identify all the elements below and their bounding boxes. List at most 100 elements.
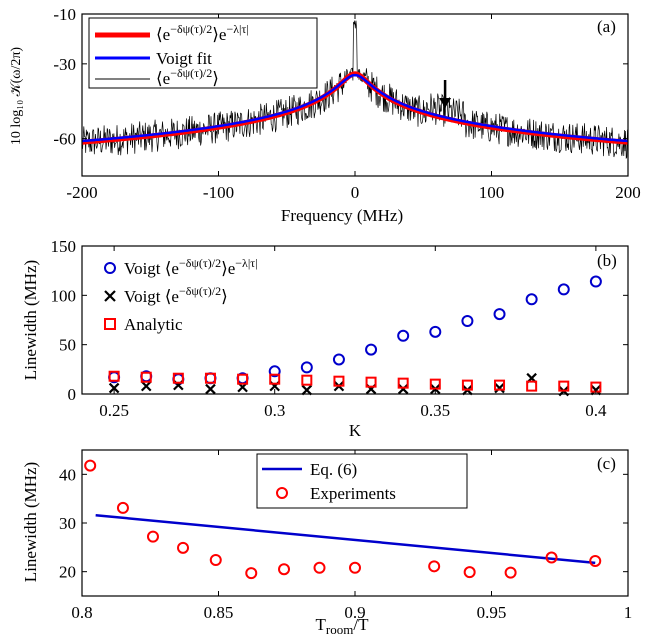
panel-c-xtick-label: 0.8 xyxy=(71,603,92,622)
panel-a-ytick-label: -60 xyxy=(53,130,76,149)
legend-label-experiments: Experiments xyxy=(310,484,396,503)
point-analytic xyxy=(461,379,473,391)
point-experiment xyxy=(278,563,291,576)
point-experiment xyxy=(146,530,159,543)
panel-a-ytick-label: -10 xyxy=(53,5,76,24)
point-experiment xyxy=(245,567,258,580)
point-voigt-lambda xyxy=(525,293,538,306)
point-voigt xyxy=(494,382,505,394)
point-experiment xyxy=(428,560,441,573)
panel-b-ylabel: Linewidth (MHz) xyxy=(21,260,40,380)
panel-b-xtick-label: 0.3 xyxy=(264,401,285,420)
point-experiment xyxy=(349,561,361,574)
panel-a-xtick-label: -200 xyxy=(66,183,97,202)
point-analytic xyxy=(333,375,345,387)
point-voigt-lambda xyxy=(397,329,410,342)
panel-b-label: (b) xyxy=(597,251,617,270)
point-voigt-lambda xyxy=(557,283,570,296)
point-voigt xyxy=(205,383,216,395)
point-analytic xyxy=(237,373,249,385)
point-analytic xyxy=(269,373,281,385)
point-experiment xyxy=(209,553,222,566)
panel-b-legend: Voigt ⟨e−δψ(τ)/2⟩e−λ|τ| Voigt ⟨e−δψ(τ)/2… xyxy=(104,256,257,334)
panel-b-ytick-label: 50 xyxy=(59,336,76,355)
point-analytic xyxy=(172,372,184,384)
point-experiment xyxy=(589,554,602,567)
point-experiment xyxy=(545,551,558,564)
point-voigt xyxy=(301,384,313,396)
point-analytic xyxy=(526,380,538,392)
panel-a-ylabel: 10 log₁₀ 𝒦(ω/2π) xyxy=(9,47,24,145)
panel-b-xlabel: K xyxy=(349,421,362,440)
legend-label-voigt-lambda: Voigt ⟨e−δψ(τ)/2⟩e−λ|τ| xyxy=(124,256,257,278)
legend-label-red: ⟨e−δψ(τ)/2⟩e−λ|τ| xyxy=(156,22,249,44)
point-experiment xyxy=(177,541,190,554)
panel-c-xtick-label: 0.85 xyxy=(204,603,234,622)
legend-marker-red-square xyxy=(104,318,116,330)
point-voigt-lambda xyxy=(300,361,313,374)
panel-c: 0.8 0.85 0.9 0.95 1 20 30 40 (c) Troom/T Linewi… xyxy=(21,449,632,637)
panel-a-plot-area xyxy=(82,20,628,160)
panel-a-arrow-annotation xyxy=(439,80,452,108)
point-voigt-lambda xyxy=(365,343,378,356)
legend-label-blue: Voigt fit xyxy=(156,49,212,68)
point-experiment xyxy=(84,459,97,472)
panel-a: -200 -100 0 100 200 -10 -30 -60 (a) Frequency (… xyxy=(9,5,641,225)
series-eq6-line xyxy=(95,513,596,565)
panel-c-ytick-label: 20 xyxy=(59,563,76,582)
point-analytic xyxy=(108,370,120,382)
point-experiment xyxy=(116,501,129,514)
panel-a-ytick-label: -30 xyxy=(53,55,76,74)
legend-label-eq6: Eq. (6) xyxy=(310,460,357,479)
legend-label-black: ⟨e−δψ(τ)/2⟩ xyxy=(156,66,219,88)
panel-c-ticks: 0.8 0.85 0.9 0.95 1 20 30 40 xyxy=(59,450,632,622)
point-voigt-lambda xyxy=(268,365,281,378)
panel-a-legend: ⟨e−δψ(τ)/2⟩e−λ|τ| Voigt fit ⟨e−δψ(τ)/2⟩ xyxy=(88,17,318,89)
point-voigt-lambda xyxy=(461,314,474,327)
panel-b-plot-area xyxy=(108,275,602,397)
panel-b-xtick-label: 0.25 xyxy=(99,401,129,420)
panel-c-label: (c) xyxy=(597,454,616,473)
panel-b-ytick-label: 150 xyxy=(51,237,77,256)
point-analytic xyxy=(558,380,570,392)
panel-c-legend: Eq. (6) Experiments xyxy=(256,453,468,509)
point-analytic xyxy=(429,378,441,390)
point-analytic xyxy=(140,371,152,383)
point-voigt xyxy=(140,380,152,392)
panel-a-xtick-label: -100 xyxy=(203,183,234,202)
panel-a-xtick-label: 100 xyxy=(479,183,505,202)
point-analytic xyxy=(494,379,506,391)
point-analytic xyxy=(301,374,313,386)
point-voigt-lambda xyxy=(493,308,506,321)
panel-b-xtick-label: 0.35 xyxy=(420,401,450,420)
point-voigt xyxy=(108,382,120,394)
point-analytic xyxy=(365,376,377,388)
legend-label-voigt: Voigt ⟨e−δψ(τ)/2⟩ xyxy=(124,284,228,306)
point-experiment xyxy=(463,566,476,579)
series-voigt-fit xyxy=(82,73,628,143)
arrow-head xyxy=(439,98,452,108)
legend-label-analytic: Analytic xyxy=(124,315,183,334)
legend-marker-experiments xyxy=(276,487,288,499)
panel-b-ytick-label: 100 xyxy=(51,286,77,305)
panel-c-ylabel: Linewidth (MHz) xyxy=(21,462,40,582)
point-analytic xyxy=(397,377,409,389)
panel-a-label: (a) xyxy=(597,17,616,36)
panel-b-ticks: 0.25 0.3 0.35 0.4 0 50 100 150 xyxy=(51,237,628,420)
panel-c-legend-box xyxy=(256,453,468,509)
panel-c-ytick-label: 40 xyxy=(59,465,76,484)
point-voigt-lambda xyxy=(429,325,442,338)
panel-a-xtick-label: 200 xyxy=(615,183,641,202)
legend-marker-black-x xyxy=(104,290,116,302)
panel-c-xtick-label: 0.9 xyxy=(344,603,365,622)
panel-a-xlabel: Frequency (MHz) xyxy=(281,206,403,225)
panel-c-ytick-label: 30 xyxy=(59,514,76,533)
panel-b: 0.25 0.3 0.35 0.4 0 50 100 150 (b) K Linewidth … xyxy=(21,237,629,440)
panel-c-plot-area xyxy=(84,459,602,580)
panel-a-xtick-label: 0 xyxy=(351,183,360,202)
panel-b-ytick-label: 0 xyxy=(68,385,77,404)
point-voigt xyxy=(397,383,409,395)
panel-b-xtick-label: 0.4 xyxy=(585,401,607,420)
panel-b-frame xyxy=(81,245,629,395)
